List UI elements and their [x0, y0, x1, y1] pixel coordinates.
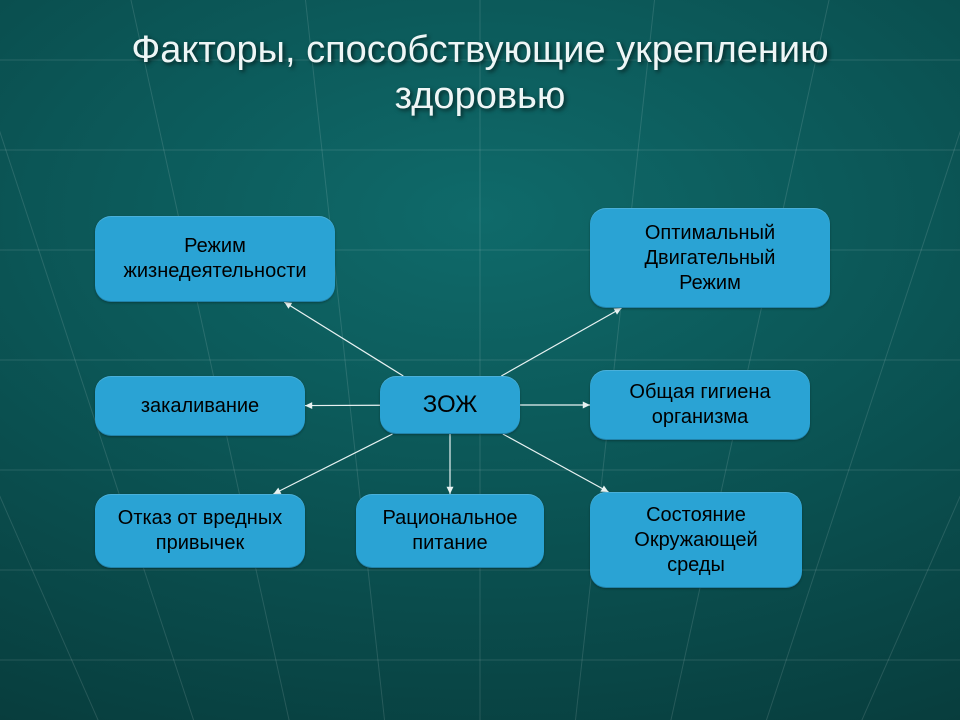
diagram-node-n1: Режим жизнедеятельности [95, 216, 335, 302]
diagram-node-n2: закаливание [95, 376, 305, 436]
diagram-node-n3: Отказ от вредных привычек [95, 494, 305, 568]
diagram-node-n7: Состояние Окружающей среды [590, 492, 802, 588]
slide-title: Факторы, способствующие укреплению здоро… [0, 28, 960, 119]
diagram-center-node: ЗОЖ [380, 376, 520, 434]
diagram-node-n4: Рациональное питание [356, 494, 544, 568]
diagram-node-n6: Общая гигиена организма [590, 370, 810, 440]
slide-root: Факторы, способствующие укреплению здоро… [0, 0, 960, 720]
diagram-node-n5: Оптимальный Двигательный Режим [590, 208, 830, 308]
